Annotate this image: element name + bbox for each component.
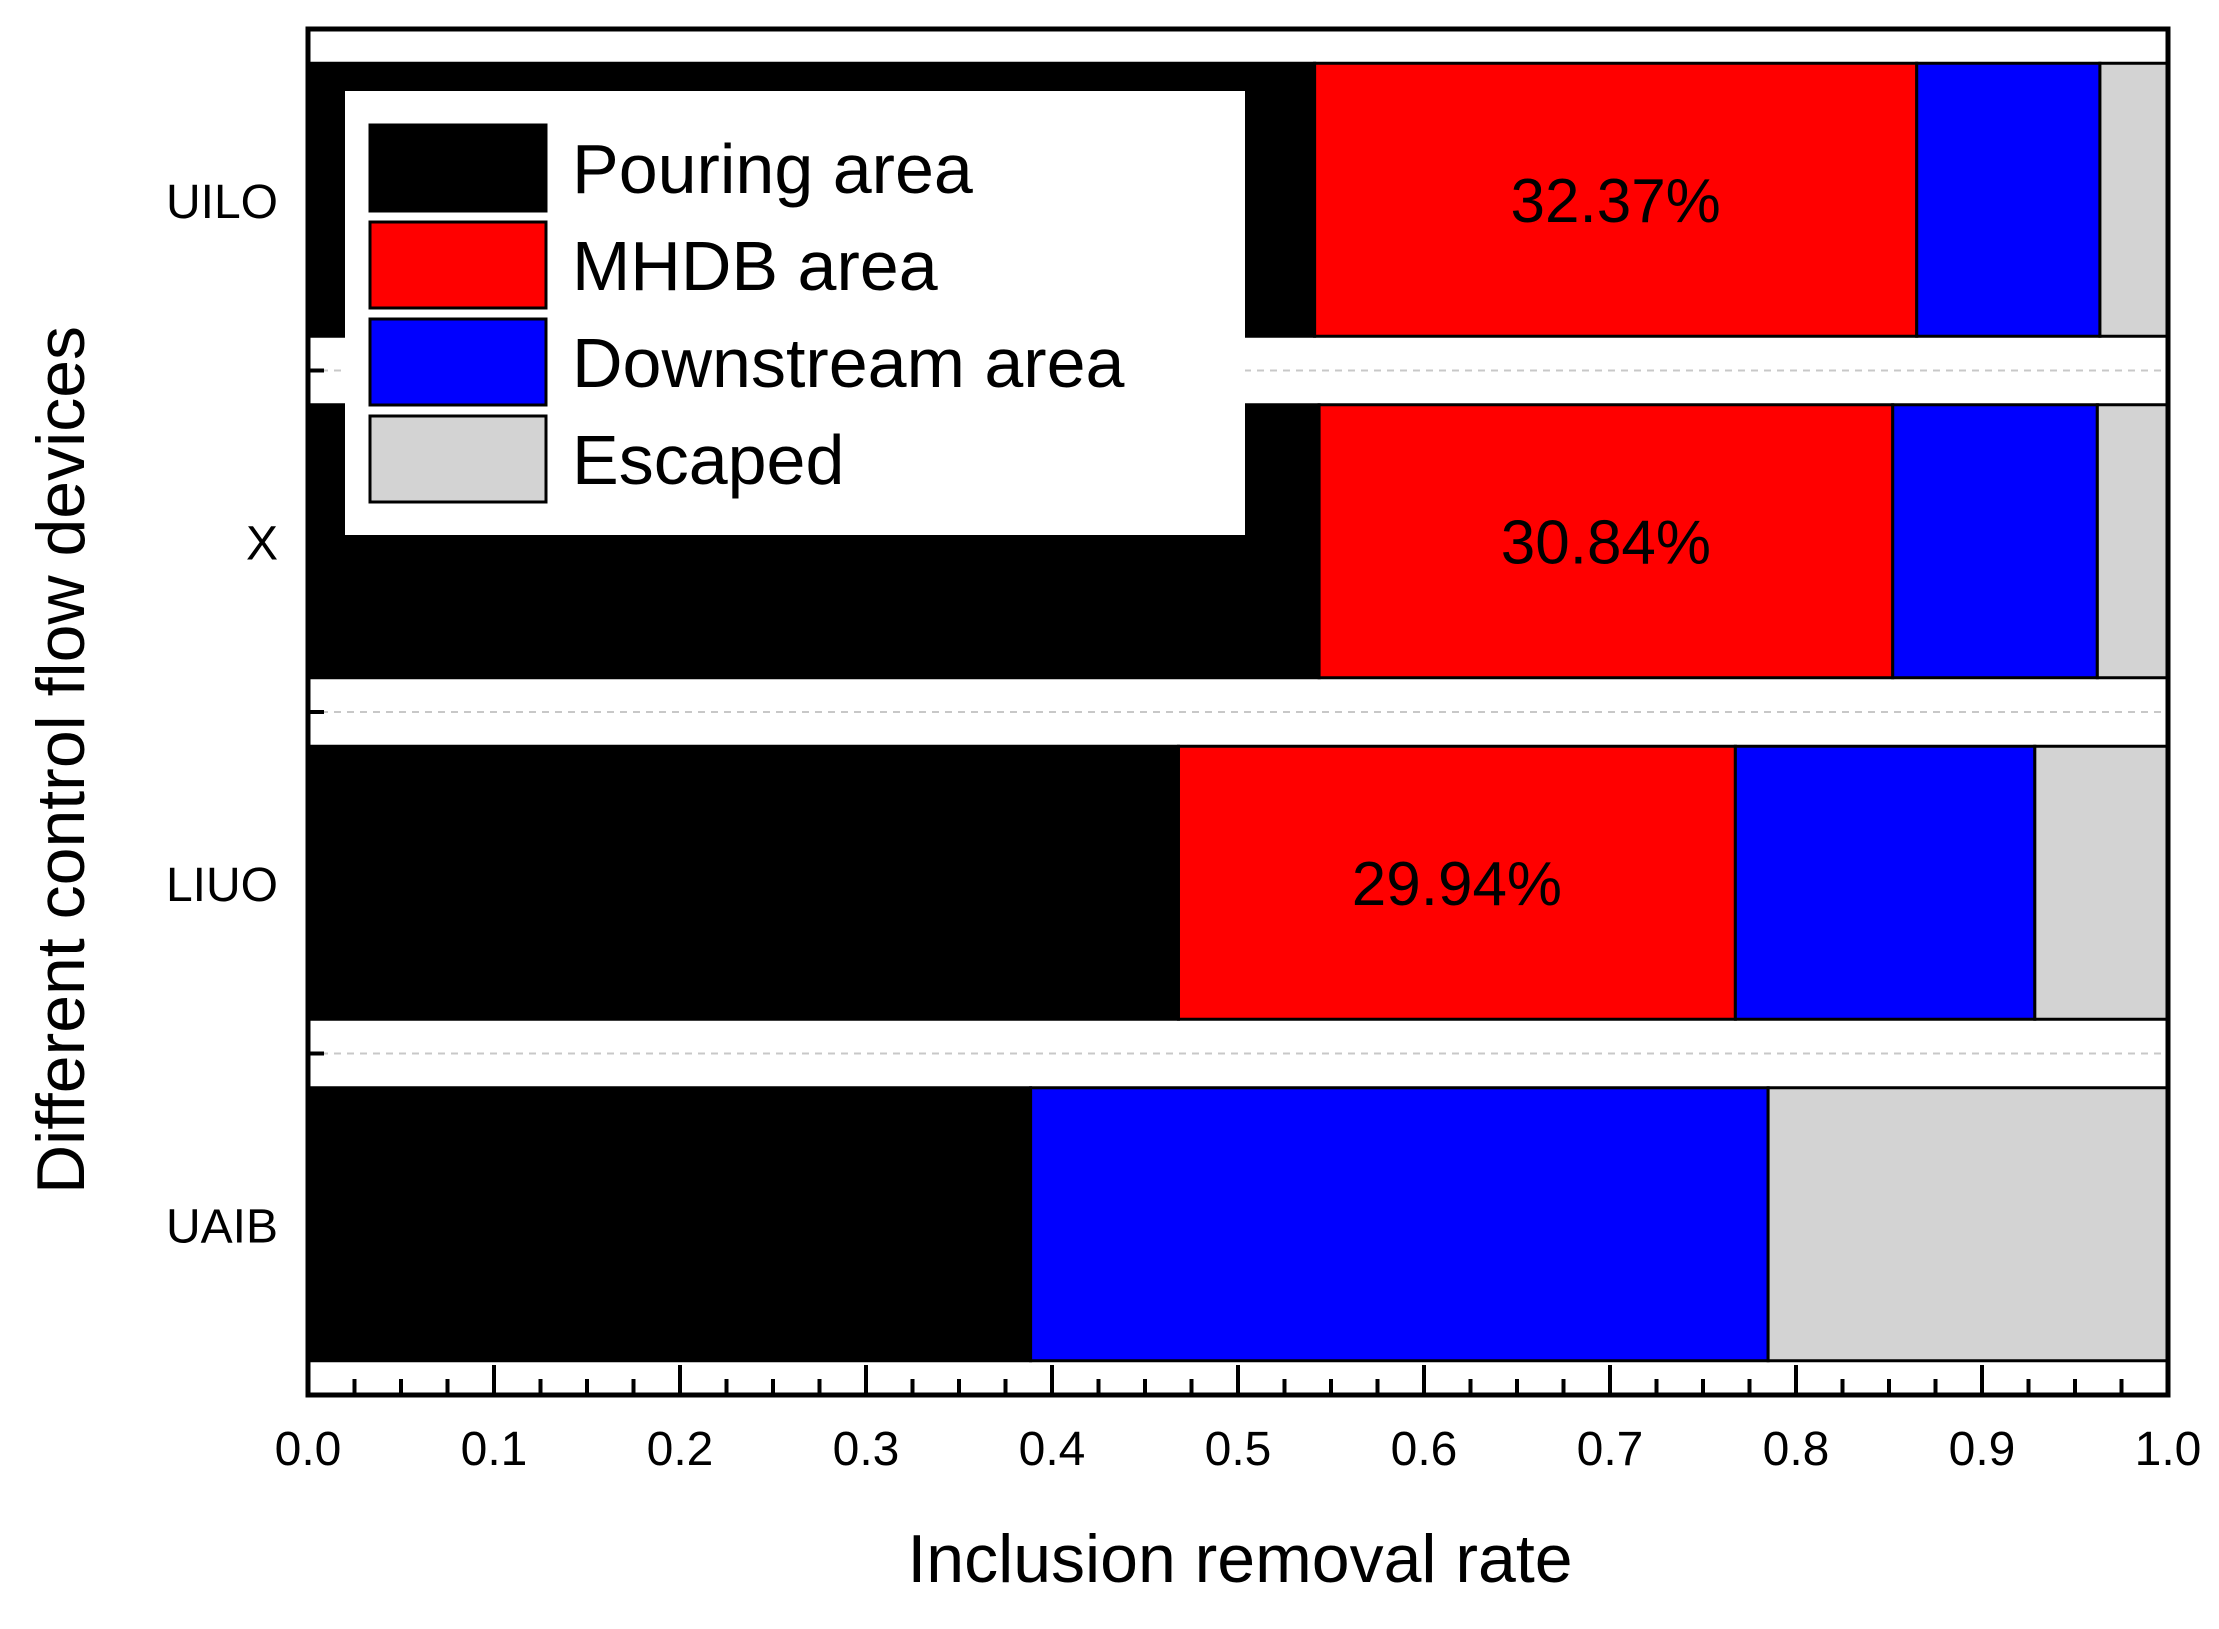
bar-x-mhdb-area [1317,403,1895,680]
x-axis-title: Inclusion removal rate [907,1521,1572,1597]
x-tick-label: 0.5 [1205,1423,1272,1476]
x-tick-label: 0.2 [647,1423,714,1476]
bar-uaib-escaped [1766,1086,2170,1363]
bar-uaib-pouring-area [306,1086,1033,1363]
bar-uaib-downstream-area [1029,1086,1770,1363]
y-tick-label-uilo: UILO [166,176,278,229]
legend-swatch-mhdb-area [368,220,548,310]
bar-liuo-pouring-area [306,744,1180,1021]
x-tick-label: 0.4 [1019,1423,1086,1476]
x-tick-label: 0.9 [1949,1423,2016,1476]
x-tick-label: 0.0 [275,1423,342,1476]
legend-label-mhdb-area: MHDB area [572,227,938,305]
x-tick-label: 0.8 [1763,1423,1830,1476]
ticks-layer [306,368,2170,1395]
data-label-x: 30.84% [1501,508,1711,577]
x-tick-label: 0.1 [461,1423,528,1476]
bar-uilo-mhdb-area [1313,61,1919,338]
bars-layer [306,61,2170,1363]
legend-swatch-downstream-area [368,317,548,407]
data-label-liuo: 29.94% [1352,850,1562,919]
data-label-uilo: 32.37% [1511,167,1721,236]
legend-label-escaped: Escaped [572,421,844,499]
bar-liuo-mhdb-area [1176,744,1737,1021]
bar-uilo-escaped [2098,61,2170,338]
legend-label-pouring-area: Pouring area [572,130,973,208]
y-tick-label-x: X [246,517,278,570]
labels-layer: 32.37% 30.84% 29.94% 0.0 0.1 0.2 0.3 0.4 0.5 0.6 0… [166,167,2201,1476]
y-axis-title: Different control flow devices [23,326,99,1194]
x-tick-label: 1.0 [2135,1423,2202,1476]
bar-liuo-downstream-area [1733,744,2037,1021]
y-tick-label-uaib: UAIB [166,1200,278,1253]
y-tick-label-liuo: LIUO [166,859,278,912]
legend-label-downstream-area: Downstream area [572,324,1125,402]
x-tick-label: 0.6 [1391,1423,1458,1476]
bar-x-escaped [2095,403,2170,680]
legend-swatch-escaped [368,414,548,504]
legend: Pouring area MHDB area Downstream area Esca… [345,91,1245,535]
x-tick-label: 0.7 [1577,1423,1644,1476]
bar-liuo-escaped [2033,744,2170,1021]
x-tick-label: 0.3 [833,1423,900,1476]
bar-uilo-downstream-area [1915,61,2102,338]
bar-x-downstream-area [1891,403,2099,680]
legend-swatch-pouring-area [368,123,548,213]
